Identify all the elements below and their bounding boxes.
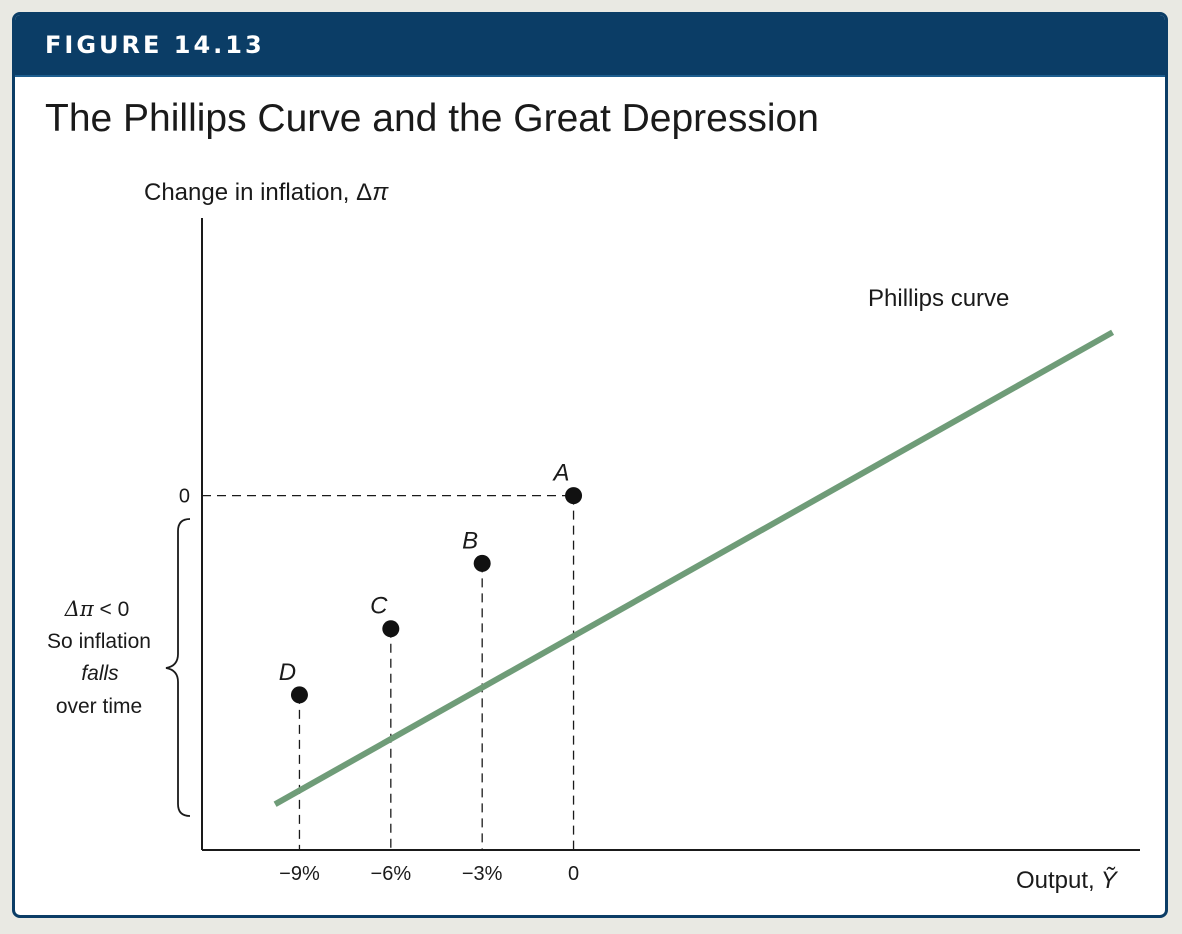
annotation-line1: Δπ < 0	[64, 597, 130, 621]
annotation-group: Δπ < 0 So inflation falls over time	[47, 518, 191, 817]
series-layer	[273, 329, 1115, 807]
annotation-line4: over time	[56, 695, 142, 718]
figure-number: FIGURE 14.13	[45, 31, 265, 59]
annotation-line2: So inflation	[47, 630, 151, 653]
point-label: D	[279, 659, 296, 686]
axes: −9% −6% −3% 0 0	[179, 218, 1140, 885]
series-label-phillips-curve: Phillips curve	[868, 285, 1009, 312]
annotation-line3: falls	[81, 662, 119, 685]
point-label: B	[462, 527, 478, 554]
phillips-curve-line	[273, 329, 1115, 807]
x-tick-label: −9%	[279, 863, 320, 885]
data-point	[382, 620, 400, 638]
point-label: A	[552, 460, 570, 487]
data-point	[473, 554, 491, 572]
x-axis-title: Output, Ỹ	[1016, 867, 1119, 894]
brace	[165, 518, 191, 817]
point-label: C	[370, 593, 388, 620]
x-tick-label: 0	[568, 863, 579, 885]
data-point	[565, 487, 583, 505]
x-tick-label: −6%	[371, 863, 412, 885]
data-point	[290, 686, 308, 704]
y-tick-label: 0	[179, 486, 190, 508]
guide-dashes	[202, 494, 575, 850]
y-axis-title: Change in inflation, Δπ	[144, 179, 389, 206]
figure-frame: FIGURE 14.13 The Phillips Curve and the …	[12, 12, 1168, 918]
x-tick-label: −3%	[462, 863, 503, 885]
labels-layer: Change in inflation, Δπ Output, Ỹ Phillip…	[144, 179, 1119, 894]
figure-banner: FIGURE 14.13	[15, 15, 1165, 77]
figure-title: The Phillips Curve and the Great Depress…	[45, 97, 819, 140]
points-layer: A B C D	[279, 460, 583, 704]
